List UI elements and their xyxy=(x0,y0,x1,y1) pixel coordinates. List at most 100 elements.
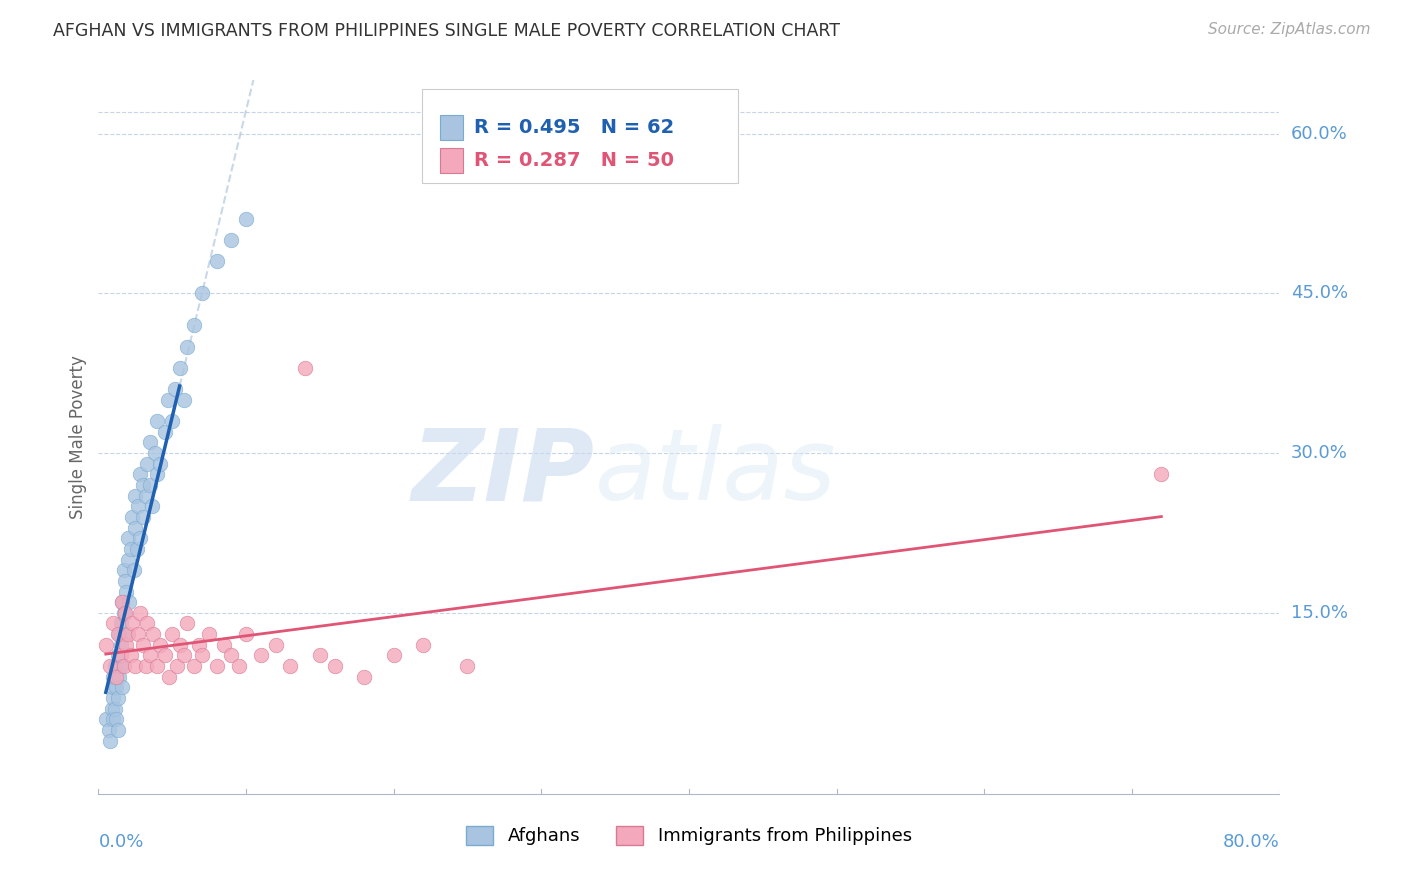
Point xyxy=(105,670,128,684)
Point xyxy=(228,659,250,673)
Point xyxy=(94,638,117,652)
Point xyxy=(107,691,129,706)
Point xyxy=(120,541,142,556)
Point xyxy=(94,712,117,726)
Text: 60.0%: 60.0% xyxy=(1291,125,1347,143)
Point xyxy=(136,616,159,631)
Point xyxy=(353,670,375,684)
Point xyxy=(132,478,155,492)
Point xyxy=(146,467,169,482)
Point xyxy=(173,648,195,663)
Point xyxy=(112,606,135,620)
Point xyxy=(107,648,129,663)
Point xyxy=(112,563,135,577)
Point xyxy=(103,670,125,684)
Point xyxy=(280,659,302,673)
Point xyxy=(139,435,162,450)
Point xyxy=(198,627,221,641)
Point xyxy=(121,510,143,524)
Point xyxy=(205,254,228,268)
Point xyxy=(153,425,176,439)
Point xyxy=(235,211,257,226)
Point xyxy=(103,712,125,726)
Point xyxy=(169,360,191,375)
Point xyxy=(250,648,273,663)
Point xyxy=(110,659,132,673)
Point xyxy=(110,638,132,652)
Point xyxy=(176,616,198,631)
Text: R = 0.287   N = 50: R = 0.287 N = 50 xyxy=(474,151,673,170)
Point xyxy=(100,701,122,715)
Point xyxy=(124,489,146,503)
Point xyxy=(114,606,136,620)
Point xyxy=(110,648,132,663)
Point xyxy=(136,457,159,471)
Point xyxy=(162,414,183,428)
Point xyxy=(110,616,132,631)
Text: 80.0%: 80.0% xyxy=(1223,833,1279,851)
Point xyxy=(104,659,127,673)
Point xyxy=(98,733,121,747)
Point xyxy=(103,691,125,706)
Point xyxy=(176,340,198,354)
Legend: Afghans, Immigrants from Philippines: Afghans, Immigrants from Philippines xyxy=(458,819,920,853)
Point xyxy=(111,681,134,695)
Point xyxy=(128,467,150,482)
Text: AFGHAN VS IMMIGRANTS FROM PHILIPPINES SINGLE MALE POVERTY CORRELATION CHART: AFGHAN VS IMMIGRANTS FROM PHILIPPINES SI… xyxy=(53,22,841,40)
Point xyxy=(121,616,143,631)
Point xyxy=(108,670,131,684)
Point xyxy=(132,510,155,524)
Point xyxy=(412,638,434,652)
Text: 45.0%: 45.0% xyxy=(1291,285,1348,302)
Point xyxy=(149,457,172,471)
Point xyxy=(153,648,176,663)
Point xyxy=(135,659,157,673)
Point xyxy=(382,648,405,663)
Text: ZIP: ZIP xyxy=(412,425,595,521)
Point xyxy=(127,500,149,514)
Point xyxy=(187,638,209,652)
Point xyxy=(156,392,179,407)
Point xyxy=(107,723,129,737)
Point xyxy=(323,659,346,673)
Point xyxy=(114,627,136,641)
Point xyxy=(166,659,188,673)
Point xyxy=(183,659,205,673)
Point xyxy=(139,478,162,492)
Text: Source: ZipAtlas.com: Source: ZipAtlas.com xyxy=(1208,22,1371,37)
Point xyxy=(146,659,169,673)
Point xyxy=(105,712,128,726)
Point xyxy=(117,531,139,545)
Text: 15.0%: 15.0% xyxy=(1291,604,1347,622)
Point xyxy=(162,627,183,641)
Point xyxy=(212,638,235,652)
Point xyxy=(124,659,146,673)
Text: 30.0%: 30.0% xyxy=(1291,444,1347,462)
Point xyxy=(141,500,163,514)
Point xyxy=(103,681,125,695)
Point xyxy=(114,574,136,588)
Point xyxy=(183,318,205,333)
Point xyxy=(128,531,150,545)
Point xyxy=(107,627,129,641)
Point xyxy=(191,648,214,663)
Point xyxy=(142,627,165,641)
Point xyxy=(146,414,169,428)
Point xyxy=(165,382,187,396)
Point xyxy=(115,638,138,652)
Point xyxy=(125,541,148,556)
Point xyxy=(169,638,191,652)
Y-axis label: Single Male Poverty: Single Male Poverty xyxy=(69,355,87,519)
Point xyxy=(103,616,125,631)
Point xyxy=(135,489,157,503)
Point xyxy=(294,360,316,375)
Point xyxy=(1150,467,1173,482)
Point xyxy=(117,627,139,641)
Point xyxy=(149,638,172,652)
Point xyxy=(191,286,214,301)
Point xyxy=(457,659,479,673)
Point xyxy=(124,520,146,534)
Point xyxy=(173,392,195,407)
Point xyxy=(112,659,135,673)
Point xyxy=(139,648,162,663)
